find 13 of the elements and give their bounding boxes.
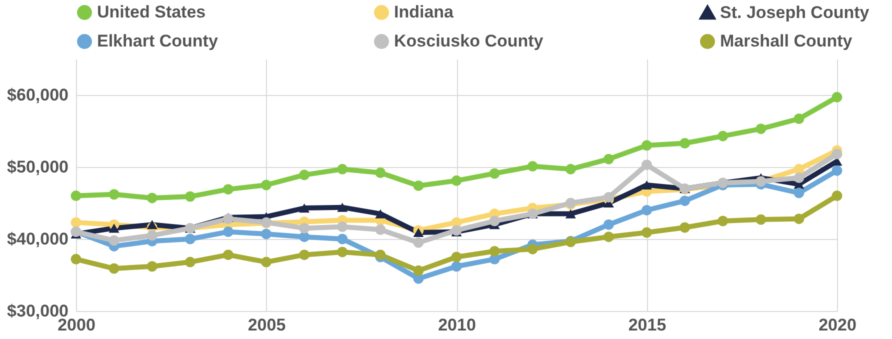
x-tick-label: 2005 <box>248 316 286 334</box>
y-tick-label: $50,000 <box>7 158 68 176</box>
y-tick-label: $60,000 <box>7 86 68 104</box>
x-tick-label: 2015 <box>628 316 666 334</box>
legend-label: United States <box>97 2 206 22</box>
legend-label: Kosciusko County <box>394 32 544 50</box>
legend-label: St. Joseph County <box>720 2 870 22</box>
legend-label: Elkhart County <box>97 32 218 50</box>
x-tick-label: 2010 <box>438 316 476 334</box>
legend-label: Indiana <box>394 2 454 22</box>
legend-label: Marshall County <box>720 32 853 50</box>
y-tick-label: $40,000 <box>7 230 68 248</box>
x-tick-label: 2020 <box>818 316 856 334</box>
